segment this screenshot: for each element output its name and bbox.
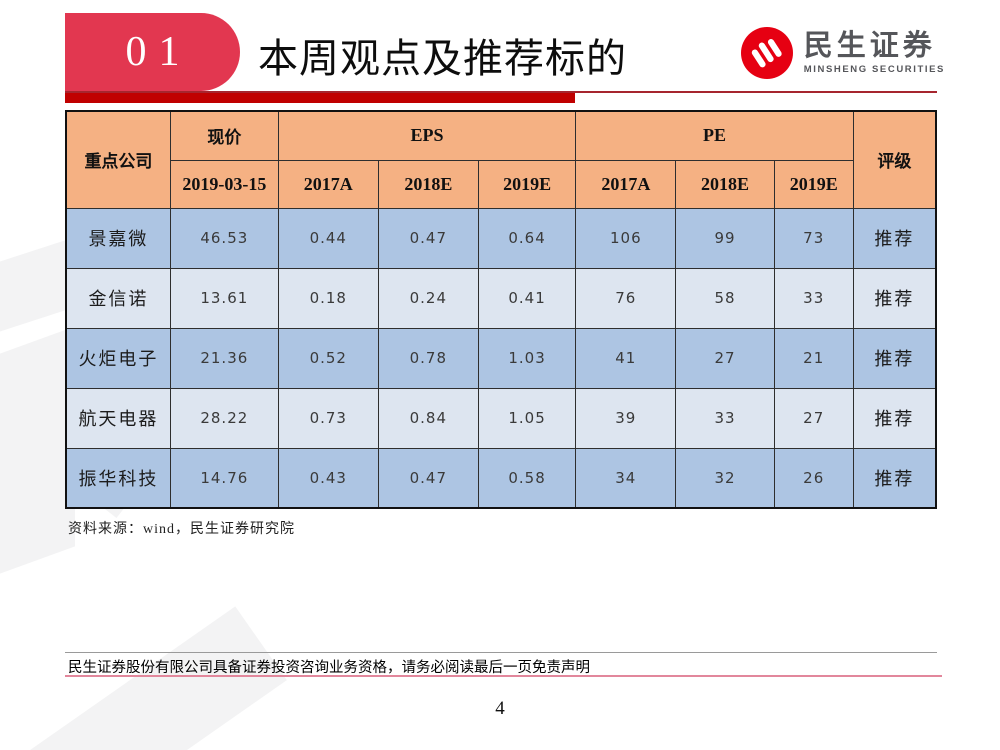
cell-pe-2017a: 34	[575, 447, 677, 509]
cell-pe-2018e: 32	[675, 447, 775, 509]
cell-company: 振华科技	[65, 447, 171, 509]
cell-pe-2019e: 73	[773, 207, 854, 269]
cell-eps-2017a: 0.18	[277, 267, 379, 329]
table-row: 振华科技 14.76 0.43 0.47 0.58 34 32 26 推荐	[65, 447, 937, 509]
section-badge: 01	[65, 13, 240, 91]
page-number: 4	[495, 698, 505, 719]
col-header-pe-2018e: 2018E	[675, 159, 775, 209]
cell-pe-2017a: 106	[575, 207, 677, 269]
cell-pe-2018e: 33	[675, 387, 775, 449]
title-underline-thick	[65, 93, 575, 103]
cell-pe-2019e: 26	[773, 447, 854, 509]
cell-rating: 推荐	[852, 207, 937, 269]
cell-pe-2019e: 33	[773, 267, 854, 329]
cell-eps-2017a: 0.44	[277, 207, 379, 269]
cell-pe-2018e: 58	[675, 267, 775, 329]
cell-eps-2017a: 0.43	[277, 447, 379, 509]
col-header-price: 现价	[169, 110, 279, 161]
col-header-eps-2019e: 2019E	[477, 159, 577, 209]
source-note: 资料来源：wind，民生证券研究院	[68, 522, 295, 537]
col-header-price-date: 2019-03-15	[169, 159, 279, 209]
cell-rating: 推荐	[852, 267, 937, 329]
footer-accent-line	[65, 675, 942, 677]
cell-eps-2018e: 0.47	[377, 447, 479, 509]
cell-company: 火炬电子	[65, 327, 171, 389]
key-companies-table: 重点公司 现价 EPS PE 评级 2019-03-15 2017A 2018E…	[65, 110, 937, 509]
cell-price: 13.61	[169, 267, 279, 329]
col-header-pe-2017a: 2017A	[575, 159, 677, 209]
page-title: 本周观点及推荐标的	[258, 36, 627, 81]
cell-rating: 推荐	[852, 447, 937, 509]
cell-eps-2017a: 0.73	[277, 387, 379, 449]
table-row: 金信诺 13.61 0.18 0.24 0.41 76 58 33 推荐	[65, 267, 937, 329]
cell-pe-2017a: 41	[575, 327, 677, 389]
minsheng-logo-icon	[740, 27, 793, 79]
company-logo: 民生证券 MINSHENG SECURITIES	[740, 26, 945, 80]
cell-price: 14.76	[169, 447, 279, 509]
table-row: 景嘉微 46.53 0.44 0.47 0.64 106 99 73 推荐	[65, 207, 937, 269]
cell-pe-2019e: 21	[773, 327, 854, 389]
cell-eps-2018e: 0.78	[377, 327, 479, 389]
footer-divider	[65, 652, 937, 653]
col-header-eps-2017a: 2017A	[277, 159, 379, 209]
cell-eps-2018e: 0.47	[377, 207, 479, 269]
col-header-eps-2018e: 2018E	[377, 159, 479, 209]
cell-price: 46.53	[169, 207, 279, 269]
footer-disclaimer: 民生证券股份有限公司具备证券投资咨询业务资格，请务必阅读最后一页免责声明	[68, 660, 590, 676]
cell-eps-2019e: 0.41	[477, 267, 577, 329]
cell-company: 航天电器	[65, 387, 171, 449]
title-underline-thin	[65, 91, 937, 93]
watermark-shape	[0, 606, 287, 750]
cell-price: 21.36	[169, 327, 279, 389]
cell-pe-2018e: 27	[675, 327, 775, 389]
col-header-pe: PE	[575, 110, 854, 161]
cell-pe-2018e: 99	[675, 207, 775, 269]
cell-eps-2019e: 0.58	[477, 447, 577, 509]
col-header-company: 重点公司	[65, 110, 171, 209]
cell-company: 景嘉微	[65, 207, 171, 269]
section-number: 01	[125, 29, 192, 75]
cell-company: 金信诺	[65, 267, 171, 329]
cell-price: 28.22	[169, 387, 279, 449]
cell-pe-2017a: 76	[575, 267, 677, 329]
col-header-pe-2019e: 2019E	[773, 159, 854, 209]
table-row: 火炬电子 21.36 0.52 0.78 1.03 41 27 21 推荐	[65, 327, 937, 389]
col-header-rating: 评级	[852, 110, 937, 209]
table-row: 航天电器 28.22 0.73 0.84 1.05 39 33 27 推荐	[65, 387, 937, 449]
logo-name-en: MINSHENG SECURITIES	[803, 63, 945, 75]
cell-eps-2018e: 0.84	[377, 387, 479, 449]
col-header-eps: EPS	[277, 110, 577, 161]
cell-pe-2017a: 39	[575, 387, 677, 449]
cell-pe-2019e: 27	[773, 387, 854, 449]
cell-eps-2018e: 0.24	[377, 267, 479, 329]
logo-name-cn: 民生证券	[803, 29, 936, 62]
cell-eps-2019e: 0.64	[477, 207, 577, 269]
cell-eps-2019e: 1.03	[477, 327, 577, 389]
cell-rating: 推荐	[852, 387, 937, 449]
cell-eps-2019e: 1.05	[477, 387, 577, 449]
cell-eps-2017a: 0.52	[277, 327, 379, 389]
cell-rating: 推荐	[852, 327, 937, 389]
